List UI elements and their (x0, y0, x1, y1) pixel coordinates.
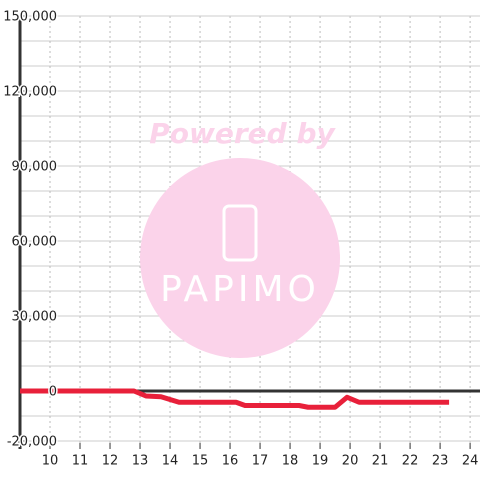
y-tick-label: 30,000 (12, 310, 58, 325)
watermark-circle (140, 158, 340, 358)
x-tick-label: 24 (462, 454, 479, 469)
watermark-logo: PAPIMO (160, 269, 320, 310)
x-tick-label: 15 (192, 454, 209, 469)
x-tick-label: 13 (132, 454, 149, 469)
y-tick-label: 120,000 (3, 85, 57, 100)
y-tick-label: 90,000 (12, 160, 58, 175)
line (20, 388, 450, 410)
y-tick-label: 150,000 (3, 10, 57, 25)
x-tick-label: 23 (432, 454, 449, 469)
y-tick-label: 60,000 (12, 235, 58, 250)
watermark: Powered by PAPIMO (140, 117, 340, 358)
x-tick-label: 20 (342, 454, 359, 469)
x-tick-label: 19 (312, 454, 329, 469)
watermark-text: Powered by (149, 117, 336, 150)
x-tick-label: 22 (402, 454, 419, 469)
x-tick-label: 12 (102, 454, 119, 469)
x-tick-label: 18 (282, 454, 299, 469)
x-tick-label: 21 (372, 454, 389, 469)
y-tick-label: -20,000 (7, 435, 57, 450)
x-tick-label: 17 (252, 454, 269, 469)
x-tick-label: 16 (222, 454, 239, 469)
x-tick-label: 14 (162, 454, 179, 469)
watermark-icon (222, 204, 258, 262)
x-tick-label: 10 (42, 454, 59, 469)
x-tick-label: 11 (72, 454, 89, 469)
y-tick-label: 0 (49, 385, 57, 400)
